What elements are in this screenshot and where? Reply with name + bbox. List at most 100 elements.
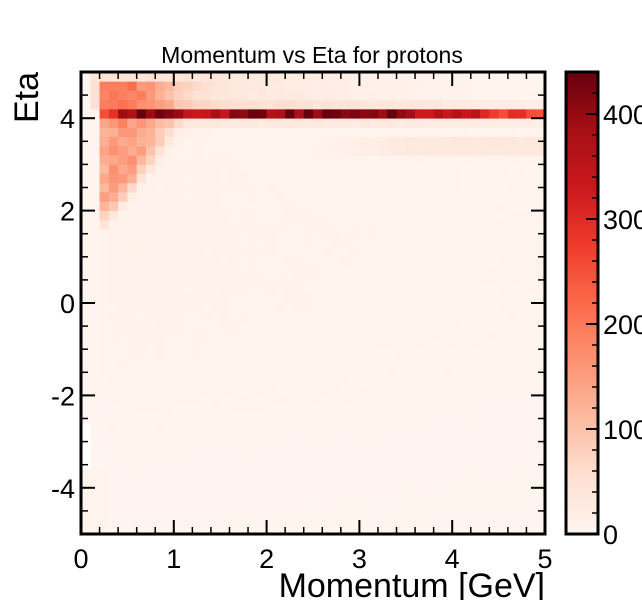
heatmap-cell bbox=[405, 293, 416, 304]
heatmap-cell bbox=[220, 450, 230, 461]
heatmap-cell bbox=[368, 395, 379, 406]
heatmap-cell bbox=[294, 432, 305, 442]
heatmap-cell bbox=[285, 247, 295, 258]
heatmap-cell bbox=[377, 321, 388, 332]
heatmap-cell bbox=[275, 118, 286, 128]
heatmap-cell bbox=[461, 423, 472, 433]
heatmap-cell bbox=[275, 127, 286, 138]
heatmap-cell bbox=[452, 487, 462, 498]
heatmap-cell bbox=[442, 136, 453, 147]
heatmap-cell bbox=[164, 127, 175, 138]
heatmap-cell bbox=[118, 460, 128, 470]
heatmap-cell bbox=[118, 441, 128, 452]
heatmap-cell bbox=[507, 395, 518, 406]
heatmap-cell bbox=[526, 99, 537, 110]
heatmap-cell bbox=[145, 256, 156, 267]
heatmap-cell bbox=[489, 432, 499, 442]
heatmap-cell bbox=[405, 312, 416, 322]
heatmap-cell bbox=[118, 349, 128, 359]
heatmap-cell bbox=[405, 349, 416, 359]
heatmap-cell bbox=[118, 182, 128, 193]
heatmap-cell bbox=[377, 201, 388, 211]
heatmap-cell bbox=[526, 164, 537, 175]
heatmap-cell bbox=[368, 432, 379, 442]
heatmap-cell bbox=[275, 478, 286, 489]
heatmap-cell bbox=[433, 330, 444, 341]
heatmap-cell bbox=[220, 275, 230, 285]
heatmap-cell bbox=[470, 497, 481, 507]
heatmap-cell bbox=[192, 524, 203, 535]
heatmap-cell bbox=[396, 303, 407, 313]
heatmap-cell bbox=[368, 99, 379, 110]
heatmap-cell bbox=[359, 367, 370, 378]
heatmap-cell bbox=[442, 404, 453, 415]
heatmap-cell bbox=[275, 413, 286, 424]
heatmap-cell bbox=[266, 210, 277, 221]
heatmap-cell bbox=[173, 358, 184, 369]
heatmap-cell bbox=[210, 524, 221, 535]
heatmap-cell bbox=[377, 441, 388, 452]
heatmap-cell bbox=[405, 497, 416, 507]
heatmap-cell bbox=[99, 182, 110, 193]
heatmap-cell bbox=[322, 284, 332, 295]
heatmap-cell bbox=[220, 413, 230, 424]
heatmap-cell bbox=[452, 441, 462, 452]
heatmap-cell bbox=[331, 247, 342, 258]
heatmap-cell bbox=[517, 450, 527, 461]
heatmap-cell bbox=[498, 515, 509, 526]
heatmap-cell bbox=[192, 275, 203, 285]
heatmap-cell bbox=[359, 275, 370, 285]
heatmap-cell bbox=[266, 386, 277, 396]
heatmap-cell bbox=[350, 266, 360, 276]
heatmap-cell bbox=[461, 413, 472, 424]
heatmap-cell bbox=[498, 173, 509, 184]
heatmap-cell bbox=[118, 275, 128, 285]
heatmap-cell bbox=[350, 293, 360, 304]
heatmap-cell bbox=[433, 506, 444, 516]
heatmap-cell bbox=[480, 395, 490, 406]
heatmap-cell bbox=[396, 173, 407, 184]
heatmap-cell bbox=[350, 460, 360, 470]
heatmap-cell bbox=[526, 275, 537, 285]
heatmap-cell bbox=[303, 349, 314, 359]
heatmap-cell bbox=[220, 182, 230, 193]
heatmap-cell bbox=[183, 358, 193, 369]
heatmap-cell bbox=[127, 155, 138, 165]
heatmap-cell bbox=[433, 108, 444, 119]
heatmap-cell bbox=[340, 173, 351, 184]
heatmap-cell bbox=[192, 127, 203, 138]
heatmap-cell bbox=[99, 478, 110, 489]
heatmap-cell bbox=[470, 506, 481, 516]
heatmap-cell bbox=[90, 487, 100, 498]
heatmap-cell bbox=[387, 99, 397, 110]
heatmap-cell bbox=[424, 201, 435, 211]
heatmap-cell bbox=[99, 293, 110, 304]
heatmap-cell bbox=[535, 358, 546, 369]
heatmap-cell bbox=[285, 145, 295, 156]
heatmap-cell bbox=[155, 460, 165, 470]
heatmap-cell bbox=[81, 266, 91, 276]
heatmap-cell bbox=[452, 497, 462, 507]
heatmap-cell bbox=[248, 432, 258, 442]
heatmap-cell bbox=[99, 238, 110, 248]
heatmap-cell bbox=[210, 275, 221, 285]
heatmap-cell bbox=[507, 275, 518, 285]
heatmap-cell bbox=[452, 506, 462, 516]
heatmap-cell bbox=[489, 358, 499, 369]
heatmap-cell bbox=[257, 312, 267, 322]
heatmap-cell bbox=[173, 192, 184, 202]
heatmap-cell bbox=[220, 210, 230, 221]
heatmap-cell bbox=[201, 524, 212, 535]
heatmap-cell bbox=[118, 229, 128, 239]
heatmap-cell bbox=[498, 72, 509, 82]
heatmap-cell bbox=[266, 395, 277, 406]
heatmap-cell bbox=[452, 266, 462, 276]
heatmap-cell bbox=[192, 413, 203, 424]
heatmap-cell bbox=[136, 330, 147, 341]
heatmap-cell bbox=[415, 284, 425, 295]
heatmap-cell bbox=[340, 497, 351, 507]
heatmap-cell bbox=[99, 90, 110, 101]
heatmap-cell bbox=[322, 432, 332, 442]
heatmap-cell bbox=[452, 450, 462, 461]
heatmap-cell bbox=[340, 155, 351, 165]
